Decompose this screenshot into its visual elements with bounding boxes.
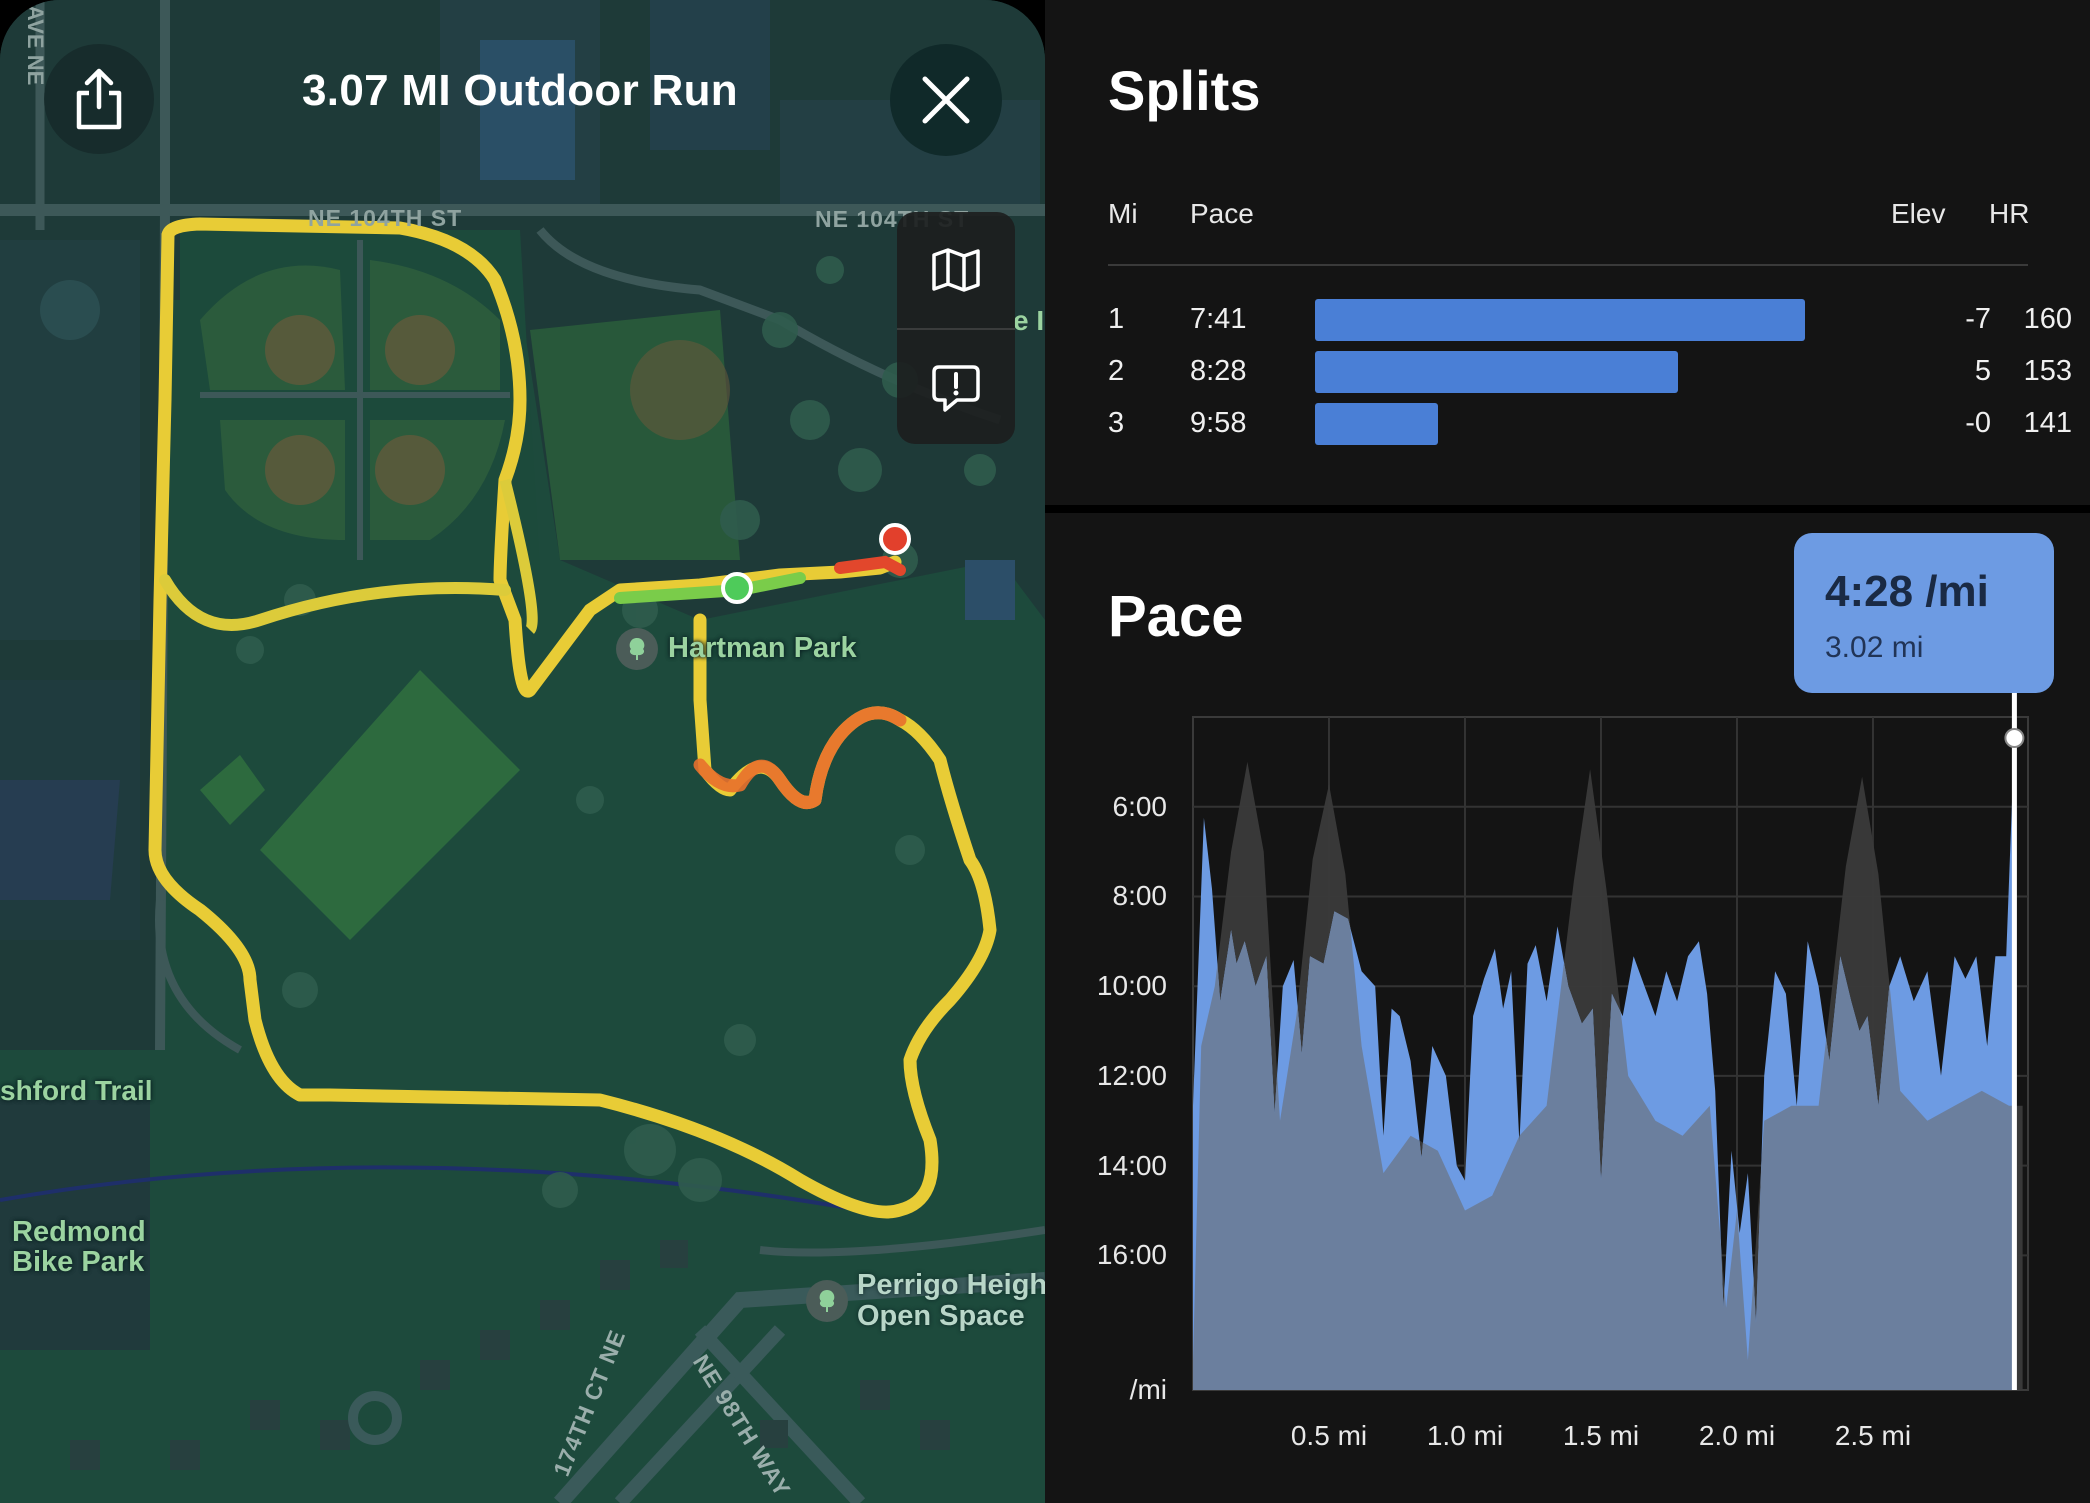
header-hr: HR: [1989, 198, 2030, 229]
splits-divider: [1108, 264, 2028, 266]
y-tick-label: 8:00: [1112, 880, 1168, 912]
y-tick-label: 6:00: [1112, 790, 1168, 822]
map-background: [0, 0, 1045, 1503]
split-bar: [1315, 351, 1678, 393]
split-hr: 153: [2023, 355, 2072, 387]
feedback-icon: [932, 365, 980, 412]
y-unit-label: /mi: [1129, 1374, 1167, 1405]
route-map[interactable]: AVE NE NE 104TH ST NE 104TH ST e I Hartm…: [0, 0, 1045, 1503]
split-mile: 2: [1108, 355, 1125, 387]
cursor-dot[interactable]: [2004, 728, 2025, 748]
x-tick-label: 1.0 mi: [1426, 1420, 1504, 1451]
split-elev: 5: [1974, 355, 1991, 387]
park-pin-icon[interactable]: [616, 628, 658, 670]
split-elev: -0: [1965, 407, 1991, 439]
place-label-ashford-trail: shford Trail: [0, 1075, 153, 1106]
feedback-button[interactable]: [897, 330, 1015, 446]
stats-pane: Splits Mi Pace Elev HR 1 7:41 -7 160 2 8…: [1045, 0, 2090, 1503]
tools-divider: [897, 328, 1015, 330]
map-icon: [932, 248, 980, 292]
place-label-redmond-bike-park-line1[interactable]: Redmond: [12, 1216, 146, 1248]
header-elev: Elev: [1891, 198, 1946, 229]
y-tick-label: 16:00: [1096, 1239, 1167, 1271]
x-tick-label: 1.5 mi: [1562, 1420, 1640, 1451]
map-tools-panel: [897, 212, 1015, 444]
overlap-area: [1193, 761, 2015, 1390]
split-pace: 9:58: [1190, 407, 1247, 439]
y-tick-label: 10:00: [1096, 970, 1167, 1002]
place-label-redmond-bike-park-line2[interactable]: Bike Park: [12, 1246, 145, 1278]
pace-card: Pace 4:28 /mi 3.02 mi 6:00 8:00 10:00 12:00…: [1045, 513, 2090, 1503]
place-label-perrigo-line2[interactable]: Open Space: [857, 1300, 1025, 1332]
park-pin-icon[interactable]: [806, 1280, 848, 1322]
pace-tooltip: 4:28 /mi 3.02 mi: [1794, 533, 2054, 693]
share-button[interactable]: [44, 44, 154, 154]
x-tick-label: 2.5 mi: [1834, 1420, 1912, 1451]
close-button[interactable]: [890, 44, 1002, 156]
workout-title: 3.07 MI Outdoor Run: [302, 66, 738, 115]
close-icon: [922, 76, 970, 124]
split-pace: 7:41: [1190, 303, 1247, 335]
pace-chart[interactable]: [1045, 513, 2090, 1503]
place-label-perrigo-line1[interactable]: Perrigo Heigh: [857, 1269, 1045, 1301]
split-elev: -7: [1965, 303, 1991, 335]
x-tick-label: 0.5 mi: [1290, 1420, 1368, 1451]
map-mode-button[interactable]: [897, 212, 1015, 328]
split-hr: 160: [2023, 303, 2072, 335]
pace-title: Pace: [1108, 584, 1244, 649]
split-bar: [1315, 403, 1438, 445]
edge-street-fragment: e I: [1013, 305, 1045, 336]
x-tick-label: 2.0 mi: [1698, 1420, 1776, 1451]
ave-label: AVE NE: [23, 5, 48, 86]
tooltip-pace-value: 4:28 /mi: [1825, 567, 1989, 616]
share-icon: [76, 68, 122, 130]
tooltip-distance: 3.02 mi: [1825, 631, 1924, 664]
header-pace: Pace: [1190, 198, 1254, 229]
split-pace: 8:28: [1190, 355, 1247, 387]
split-mile: 3: [1108, 407, 1125, 439]
split-hr: 141: [2023, 407, 2072, 439]
splits-title: Splits: [1108, 59, 1261, 122]
split-mile: 1: [1108, 303, 1125, 335]
y-tick-label: 12:00: [1096, 1059, 1167, 1091]
split-bar: [1315, 299, 1805, 341]
place-label-hartman-park[interactable]: Hartman Park: [668, 632, 857, 664]
street-label-104th-west: NE 104TH ST: [308, 205, 463, 231]
splits-card: Splits Mi Pace Elev HR 1 7:41 -7 160 2 8…: [1045, 0, 2090, 513]
y-tick-label: 14:00: [1096, 1149, 1167, 1181]
header-mi: Mi: [1108, 198, 1138, 229]
